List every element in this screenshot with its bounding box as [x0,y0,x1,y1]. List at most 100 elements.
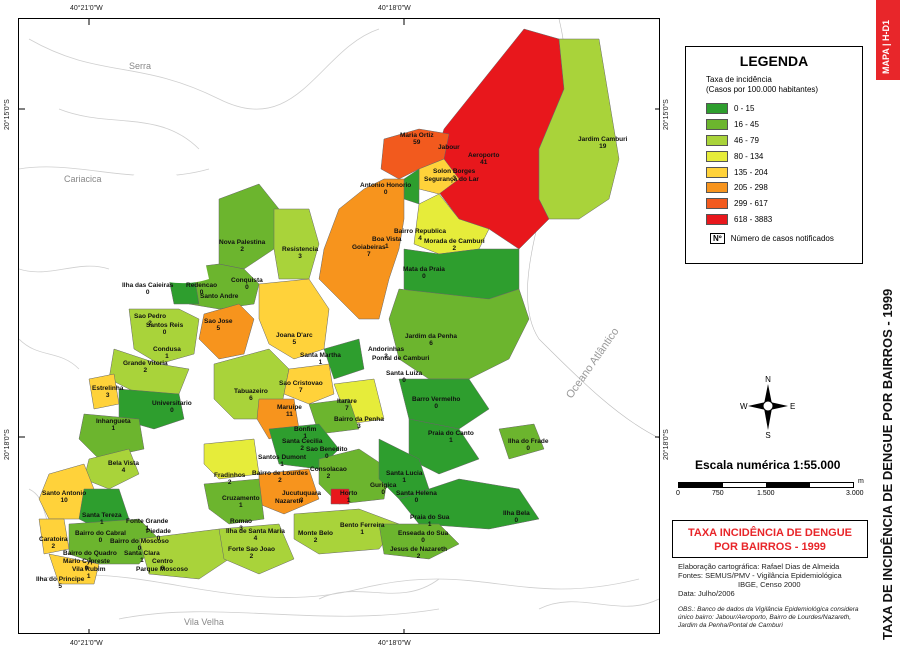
map-frame[interactable]: Serra Cariacica Vila Velha Oceano Atlânt… [18,18,660,634]
neighborhood-label[interactable]: Parque Moscoso [136,566,188,573]
neighborhood-label[interactable]: Tabuazeiro 6 [234,388,268,402]
neighborhood-label[interactable]: Barro Vermelho 0 [412,396,460,410]
neighborhood-label[interactable]: Mario Cypreste 0 [63,558,110,572]
neighborhood-label[interactable]: Fradinhos 2 [214,472,245,486]
coord-top-1: 40°21'0"W [70,5,103,12]
case-count: 1 [318,359,323,366]
neighborhood-label[interactable]: Goiabeiras 7 [352,244,386,258]
neighborhood-label[interactable]: Bairro do Cabral 0 [75,530,126,544]
neighborhood-label[interactable]: Monte Belo 2 [298,530,333,544]
neighborhood-label[interactable]: Santa Helena 0 [396,490,437,504]
neighborhood-label[interactable]: Santo Antonio 10 [42,490,86,504]
neighborhood-label[interactable]: Universitario 0 [152,400,192,414]
neighborhood-label[interactable]: Bonfim 1 [294,426,316,440]
neighborhood-label[interactable]: Estrelinha 3 [92,385,123,399]
neighborhood-label[interactable]: Jesus de Nazareth 2 [390,546,447,560]
neighborhood-label[interactable]: Caratoira 2 [39,536,68,550]
neighborhood-label[interactable]: Piedade 0 [146,528,171,542]
region-cruzamento [203,478,265,525]
neighborhood-label[interactable]: Morada de Camburi 2 [424,238,485,252]
credits-line-1: Elaboração cartográfica: Rafael Dias de … [678,562,840,571]
neighborhood-name: Centro [152,558,173,565]
case-count: 2 [313,537,318,544]
neighborhood-label[interactable]: Ilha do Principe 5 [36,576,84,590]
neighborhood-label[interactable]: Santa Luiza 0 [386,370,422,384]
case-count: 0 [245,284,249,291]
neighborhood-label[interactable]: Pontal de Camburi [372,355,429,362]
neighborhood-label[interactable]: Santa Cecilia 2 [282,438,322,452]
neighborhood-label[interactable]: Horto 1 [340,490,357,504]
neighborhood-label[interactable]: Joana D'arc 5 [276,332,313,346]
neighborhood-name: Sao Pedro [134,313,167,320]
neighborhood-label[interactable]: Romao 3 [230,518,252,532]
neighborhood-label[interactable]: Jardim da Penha 6 [405,333,457,347]
neighborhood-label[interactable]: Santa Lucia 1 [386,470,422,484]
neighborhood-label[interactable]: Vila Rubim 1 [72,566,105,580]
neighborhood-label[interactable]: Praia do Canto 1 [428,430,474,444]
neighborhood-label[interactable]: Bairro do Moscoso 0 [110,538,169,552]
case-count: 6 [429,340,433,347]
neighborhood-label[interactable]: Grande Vitoria 2 [123,360,168,374]
case-count: 4 [418,235,422,242]
neighborhood-label[interactable]: Fonte Grande 1 [126,518,168,532]
neighborhood-label[interactable]: Santa Clara 1 [124,550,160,564]
neighborhood-label[interactable]: Redencao 0 [186,282,217,296]
map-canvas[interactable] [19,19,660,634]
neighborhood-label[interactable]: Forte Sao Joao 2 [228,546,275,560]
neighborhood-name: Itarare [337,398,357,405]
neighborhood-label[interactable]: Inhangueta 1 [96,418,131,432]
neighborhood-label[interactable]: Sao Jose 5 [204,318,233,332]
neighborhood-label[interactable]: Gurigica 0 [370,482,396,496]
neighborhood-label[interactable]: Jardim Camburi 19 [578,136,628,150]
neighborhood-label[interactable]: Sao Benedito 0 [306,446,348,460]
neighborhood-label[interactable]: Enseada do Sua 0 [398,530,448,544]
neighborhood-label[interactable]: Jabour [438,144,460,151]
neighborhood-label[interactable]: Conquista 0 [231,277,263,291]
neighborhood-label[interactable]: Antonio Honorio 0 [360,182,411,196]
neighborhood-label[interactable]: Bairro de Lourdes 2 [252,470,308,484]
neighborhood-label[interactable]: Andorinhas 3 [368,346,404,360]
neighborhood-label[interactable]: Cruzamento 1 [222,495,260,509]
neighborhood-label[interactable]: Ilha das Caieiras 0 [122,282,173,296]
neighborhood-label[interactable]: Ilha do Frade 0 [508,438,548,452]
case-count: 5 [58,583,63,590]
neighborhood-label[interactable]: Bairro da Penha 3 [334,416,384,430]
neighborhood-label[interactable]: Sao Cristovao 7 [279,380,323,394]
scale-label-1: 750 [712,490,724,497]
case-count: 1 [140,557,144,564]
neighborhood-label[interactable]: Ilha Bela 0 [503,510,530,524]
neighborhood-label[interactable]: Jucutuquara 3 [282,490,321,504]
coord-left-1: 20°15'0"S [4,99,11,130]
neighborhood-label[interactable]: Condusa 1 [153,346,181,360]
neighborhood-label[interactable]: Bairro do Quadro 1 [63,550,117,564]
neighborhood-label[interactable]: Nova Palestina 2 [219,239,265,253]
neighborhood-label[interactable]: Consolacao 2 [310,466,347,480]
neighborhood-label[interactable]: Santos Reis 0 [146,322,183,336]
neighborhood-label[interactable]: Bento Ferreira 1 [340,522,384,536]
case-count: 1 [238,502,243,509]
neighborhood-label[interactable]: Santa Tereza 1 [82,512,122,526]
neighborhood-label[interactable]: Sao Pedro 2 [134,313,166,327]
neighborhood-label[interactable]: Centro 6 [152,558,173,572]
neighborhood-label[interactable]: Boa Vista 1 [372,236,402,250]
neighborhood-label[interactable]: Aeroporto 41 [468,152,499,166]
neighborhood-name: Boa Vista [372,236,402,243]
neighborhood-label[interactable]: Bela Vista 4 [108,460,139,474]
neighborhood-label[interactable]: Maria Ortiz 59 [400,132,434,146]
neighborhood-label[interactable]: Praia do Sua 1 [410,514,449,528]
neighborhood-name: Jardim Camburi [578,136,628,143]
neighborhood-label[interactable]: Ilha de Santa Maria 4 [226,528,285,542]
neighborhood-label[interactable]: Bairro Republica 4 [394,228,446,242]
neighborhood-label[interactable]: Solon Borges 3 [433,168,475,182]
neighborhood-label[interactable]: Segurança do Lar [424,176,479,183]
legend-swatch [706,150,728,162]
neighborhood-label[interactable]: Nazareth [275,498,302,505]
neighborhood-label[interactable]: Maruipe 11 [277,404,302,418]
neighborhood-label[interactable]: Resistencia 3 [282,246,318,260]
neighborhood-label[interactable]: Santos Dumont 1 [258,454,306,468]
neighborhood-label[interactable]: Mata da Praia 0 [403,266,445,280]
neighborhood-label[interactable]: Santa Martha 1 [300,352,341,366]
neighborhood-label[interactable]: Itarare 7 [337,398,357,412]
neighborhood-label[interactable]: Santo Andre [200,293,238,300]
place-cariacica: Cariacica [64,174,102,184]
